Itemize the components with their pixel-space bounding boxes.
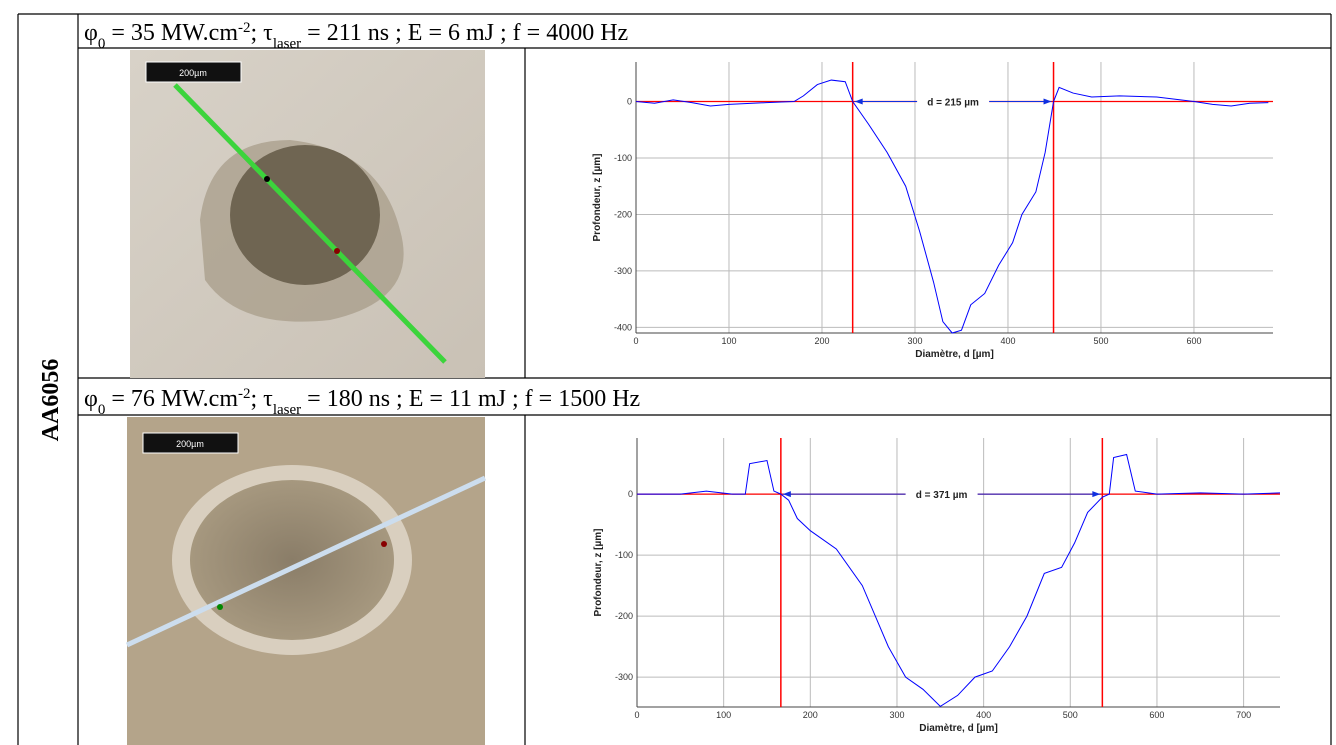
y-tick-label: 0: [627, 97, 632, 107]
row-header: φ0 = 35 MW.cm-2; τlaser = 211 ns ; E = 6…: [84, 20, 628, 52]
y-tick-label: -200: [615, 611, 633, 621]
y-tick-label: 0: [628, 489, 633, 499]
x-tick-label: 500: [1093, 336, 1108, 346]
header-part: -2: [238, 20, 251, 36]
header-part: = 180 ns ; E = 11 mJ ; f = 1500 Hz: [301, 386, 640, 412]
micrograph: 200µm: [125, 417, 487, 745]
y-axis-label: Profondeur, z [µm]: [593, 529, 604, 617]
y-tick-label: -100: [614, 153, 632, 163]
y-tick-label: -200: [614, 209, 632, 219]
profile-line: [635, 79, 1269, 334]
row-label: AA6056: [38, 359, 64, 442]
header-part: = 211 ns ; E = 6 mJ ; f = 4000 Hz: [301, 20, 628, 46]
header-part: laser: [273, 36, 301, 52]
header-part: 0: [98, 36, 106, 52]
y-axis-label: Profondeur, z [µm]: [592, 154, 603, 242]
y-tick-label: -300: [615, 672, 633, 682]
y-tick-label: -400: [614, 322, 632, 332]
header-part: = 76 MW.cm: [105, 386, 238, 412]
header-part: -2: [238, 386, 251, 402]
scale-bar: 200µm: [176, 439, 204, 449]
x-tick-label: 0: [634, 710, 639, 720]
x-tick-label: 300: [889, 710, 904, 720]
x-tick-label: 300: [907, 336, 922, 346]
header-part: 0: [98, 402, 106, 418]
x-tick-label: 700: [1236, 710, 1251, 720]
header-part: ; τ: [251, 20, 274, 46]
annotation: d = 215 µm: [927, 98, 979, 109]
x-axis-label: Diamètre, d [µm]: [919, 723, 998, 734]
y-tick-label: -100: [615, 550, 633, 560]
annotation: d = 371 µm: [916, 490, 968, 501]
profile-line: [637, 453, 1281, 708]
header-part: = 35 MW.cm: [105, 20, 238, 46]
x-tick-label: 400: [976, 710, 991, 720]
x-tick-label: 400: [1000, 336, 1015, 346]
y-tick-label: -300: [614, 266, 632, 276]
row-header: φ0 = 76 MW.cm-2; τlaser = 180 ns ; E = 1…: [84, 386, 640, 418]
header-part: φ: [84, 20, 98, 46]
x-axis-label: Diamètre, d [µm]: [915, 349, 994, 360]
scale-bar: 200µm: [179, 68, 207, 78]
x-tick-label: 200: [814, 336, 829, 346]
annotation-bg: [905, 487, 978, 502]
x-tick-label: 600: [1149, 710, 1164, 720]
x-tick-label: 0: [633, 336, 638, 346]
x-tick-label: 200: [803, 710, 818, 720]
x-tick-label: 500: [1063, 710, 1078, 720]
x-tick-label: 100: [721, 336, 736, 346]
micrograph: 200µm: [130, 50, 485, 378]
header-part: ; τ: [251, 386, 274, 412]
header-part: φ: [84, 386, 98, 412]
x-tick-label: 100: [716, 710, 731, 720]
x-tick-label: 600: [1186, 336, 1201, 346]
header-part: laser: [273, 402, 301, 418]
annotation-bg: [917, 94, 990, 109]
